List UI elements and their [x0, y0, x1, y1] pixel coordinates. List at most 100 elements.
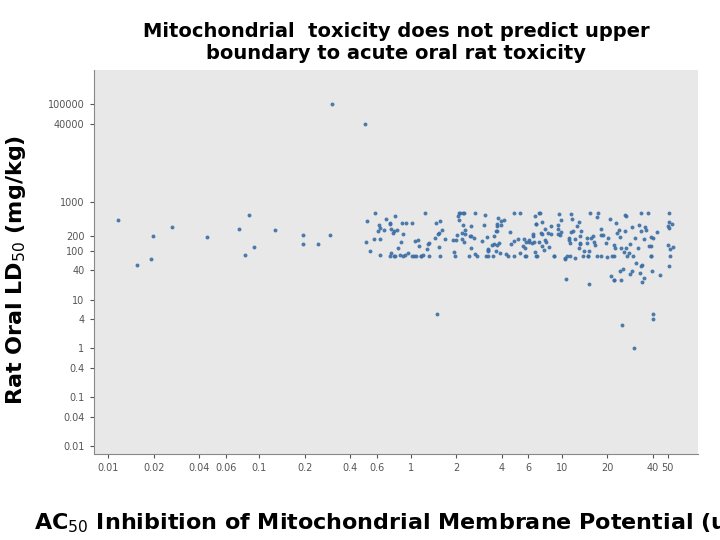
- Point: [642, 208, 654, 217]
- Point: [645, 251, 657, 260]
- Point: [647, 233, 659, 242]
- Point: [364, 247, 376, 255]
- Point: [243, 211, 254, 220]
- Point: [633, 243, 644, 252]
- Point: [533, 238, 544, 246]
- Point: [514, 208, 526, 217]
- Point: [389, 211, 400, 220]
- Point: [233, 225, 245, 233]
- Point: [543, 243, 554, 252]
- Point: [623, 249, 634, 258]
- Point: [450, 236, 462, 245]
- Point: [663, 209, 675, 218]
- Point: [630, 259, 642, 267]
- Point: [508, 251, 519, 260]
- Title: Mitochondrial  toxicity does not predict upper
boundary to acute oral rat toxici: Mitochondrial toxicity does not predict …: [143, 22, 649, 63]
- Point: [394, 251, 405, 260]
- Point: [552, 221, 564, 230]
- Point: [478, 221, 490, 230]
- Point: [588, 232, 599, 240]
- Point: [534, 208, 546, 217]
- Point: [621, 244, 632, 252]
- Point: [651, 227, 662, 236]
- Point: [248, 242, 260, 251]
- Point: [665, 245, 676, 253]
- Point: [616, 243, 627, 252]
- Point: [415, 251, 427, 260]
- Point: [517, 242, 528, 251]
- Point: [324, 230, 336, 239]
- Point: [615, 276, 626, 285]
- Point: [391, 225, 402, 234]
- Point: [360, 238, 372, 247]
- Point: [481, 233, 492, 241]
- Point: [433, 243, 445, 252]
- Point: [635, 261, 647, 270]
- Point: [312, 240, 324, 248]
- Point: [575, 239, 586, 247]
- Point: [600, 239, 612, 247]
- Point: [385, 225, 397, 233]
- Point: [595, 251, 607, 260]
- Point: [450, 251, 462, 260]
- Point: [326, 100, 338, 109]
- Point: [583, 247, 595, 255]
- Point: [614, 267, 626, 275]
- Point: [561, 275, 572, 284]
- Point: [530, 220, 541, 228]
- Point: [534, 208, 545, 217]
- Point: [487, 251, 499, 260]
- Point: [413, 241, 425, 250]
- Point: [529, 247, 541, 256]
- Point: [629, 344, 640, 353]
- Point: [595, 225, 606, 233]
- Point: [582, 251, 594, 260]
- Point: [397, 251, 408, 260]
- Point: [384, 251, 395, 260]
- Point: [361, 217, 373, 225]
- Point: [493, 239, 505, 248]
- Point: [429, 233, 441, 242]
- Point: [423, 239, 435, 248]
- Point: [597, 231, 608, 240]
- Point: [523, 238, 535, 247]
- Point: [520, 244, 531, 252]
- Point: [384, 220, 395, 228]
- Point: [388, 251, 400, 260]
- Point: [465, 221, 477, 230]
- Point: [564, 235, 575, 244]
- Point: [618, 265, 629, 273]
- Point: [512, 235, 523, 244]
- Point: [369, 208, 381, 217]
- Point: [643, 242, 654, 251]
- Point: [591, 251, 603, 260]
- Point: [465, 243, 477, 252]
- Point: [646, 232, 657, 241]
- Point: [400, 219, 411, 227]
- Point: [614, 233, 626, 242]
- Point: [553, 230, 564, 239]
- Point: [528, 230, 539, 239]
- Point: [408, 251, 420, 260]
- Point: [608, 241, 620, 249]
- Point: [539, 225, 551, 233]
- Point: [527, 232, 539, 240]
- Point: [591, 212, 603, 221]
- Point: [448, 248, 459, 256]
- Point: [578, 247, 590, 256]
- Point: [491, 227, 503, 235]
- Point: [389, 251, 400, 260]
- Point: [480, 251, 492, 260]
- Point: [567, 227, 579, 235]
- Point: [611, 228, 622, 237]
- Point: [561, 251, 572, 260]
- Point: [530, 212, 541, 220]
- Point: [619, 227, 631, 235]
- Point: [518, 234, 529, 243]
- Point: [638, 235, 649, 244]
- Point: [409, 237, 420, 245]
- Point: [145, 254, 157, 263]
- Point: [545, 230, 557, 238]
- Point: [388, 226, 400, 235]
- Point: [585, 208, 596, 217]
